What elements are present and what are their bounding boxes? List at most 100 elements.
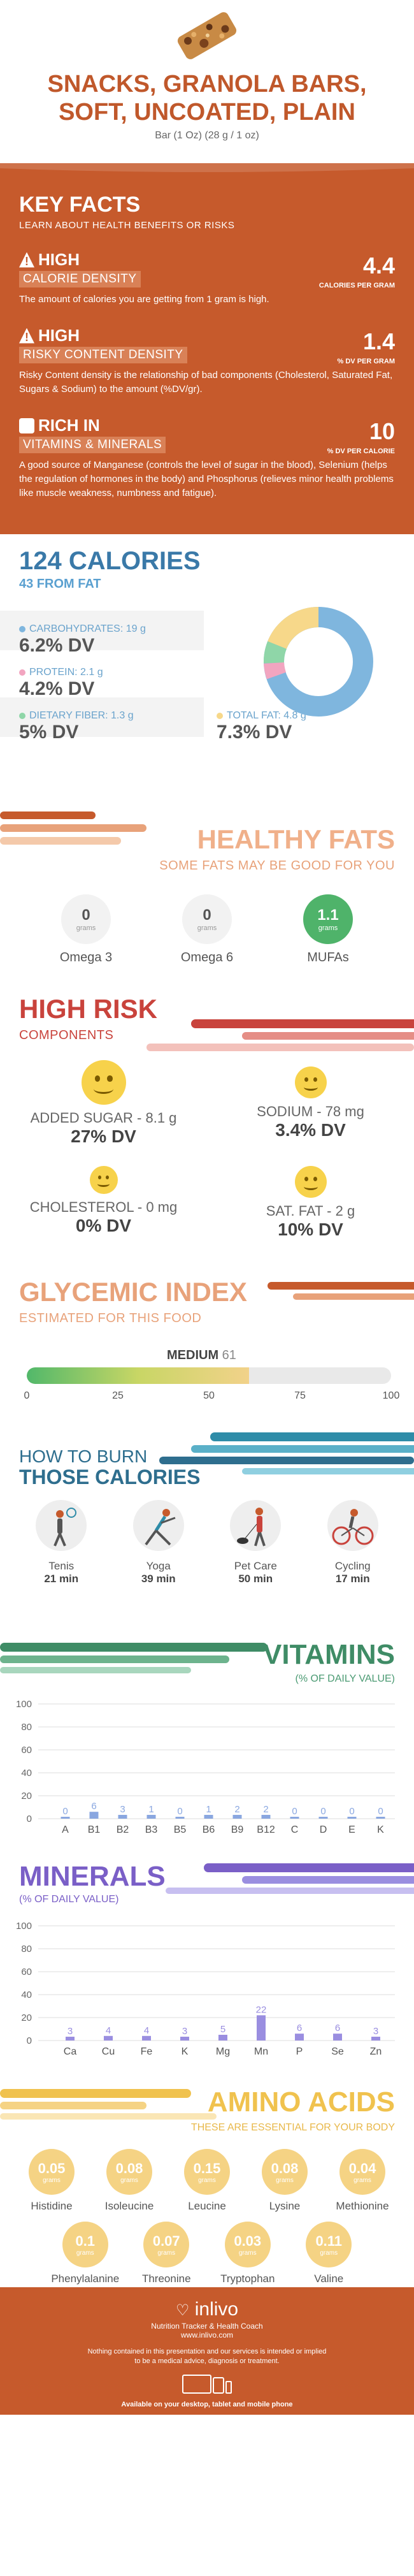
minerals-y-tick: 80: [21, 1944, 32, 1954]
minerals-y-tick: 0: [27, 2035, 32, 2046]
vitamins-bar-A: [61, 1817, 70, 1819]
infographic-page: SNACKS, GRANOLA BARS, SOFT, UNCOATED, PL…: [0, 4, 414, 2415]
amino-subtitle: THESE ARE ESSENTIAL FOR YOUR BODY: [190, 2122, 395, 2133]
grin-icon: [89, 1166, 118, 1194]
minerals-category-label: K: [182, 2046, 189, 2057]
protein-macro: PROTEIN: 2.1 g 4.2% DV: [19, 667, 103, 699]
risky-content-fact: ! HIGH RISKY CONTENT DENSITY 1.4% DV PER …: [19, 326, 395, 397]
vitamins-y-tick: 80: [21, 1722, 32, 1733]
fat-macro: TOTAL FAT: 4.8 g 7.3% DV: [217, 710, 306, 743]
macro-band: [0, 611, 204, 650]
vitamins-y-tick: 100: [16, 1699, 32, 1710]
healthy-fats-section: HEALTHY FATS SOME FATS MAY BE GOOD FOR Y…: [0, 805, 414, 990]
vitamins-bar-B3: [146, 1815, 156, 1819]
minerals-bar-Mn: [257, 2015, 266, 2041]
minerals-category-label: Se: [331, 2046, 344, 2057]
fact-description: A good source of Manganese (controls the…: [19, 460, 394, 498]
serving-size: Bar (1 Oz) (28 g / 1 oz): [155, 130, 259, 141]
vitamins-category-label: E: [348, 1824, 355, 1835]
amino-tryptophan: 0.03 grams Tryptophan: [213, 2222, 283, 2285]
minerals-category-label: P: [296, 2046, 303, 2057]
vitamins-title: VITAMINS: [263, 1639, 395, 1670]
footer: ♡ inlivo Nutrition Tracker & Health Coac…: [0, 2287, 414, 2415]
vitamins-bar-D: [318, 1817, 328, 1819]
high-risk-subtitle: COMPONENTS: [19, 1028, 114, 1042]
page-title: SNACKS, GRANOLA BARS, SOFT, UNCOATED, PL…: [47, 71, 367, 126]
footer-availability: Available on your desktop, tablet and mo…: [121, 2401, 293, 2408]
minerals-bar-Mg: [218, 2035, 227, 2041]
footer-site-link[interactable]: www.inlivo.com: [180, 2331, 234, 2340]
vitamins-value-label: 2: [263, 1804, 268, 1815]
added-sugar-cell: ADDED SUGAR - 8.1 g 27% DV: [0, 1060, 207, 1147]
vitamins-category-label: C: [291, 1824, 299, 1835]
vitamins-bar-B1: [89, 1812, 99, 1819]
gi-tick: 0: [24, 1390, 30, 1401]
vitamins-category-label: B9: [231, 1824, 244, 1835]
minerals-value-label: 3: [373, 2026, 378, 2037]
fats-stripe-decoration: [0, 811, 146, 845]
pet-care-icon: [230, 1500, 282, 1551]
carbs-dot-icon: [19, 626, 25, 632]
burn-calories-section: HOW TO BURN THOSE CALORIES Tenis 21 min …: [0, 1423, 414, 1634]
minerals-value-label: 4: [106, 2025, 111, 2036]
amino-histidine: 0.05 grams Histidine: [17, 2149, 87, 2213]
glycemic-level: MEDIUM 61: [167, 1348, 236, 1362]
vitamins-value-label: 0: [62, 1806, 68, 1817]
sat-fat-cell: SAT. FAT - 2 g 10% DV: [207, 1166, 414, 1240]
smiley-icon: [294, 1066, 327, 1098]
vitamins-value-label: 0: [349, 1806, 354, 1817]
fiber-dot-icon: [19, 713, 25, 719]
high-risk-section: HIGH RISK COMPONENTS ADDED SUGAR - 8.1 g…: [0, 990, 414, 1277]
top-wave-decoration: [0, 163, 414, 172]
vitamins-category-label: B5: [174, 1824, 187, 1835]
fact-value: 4.4 CALORIES PER GRAM: [318, 252, 395, 289]
minerals-y-tick: 40: [21, 1990, 32, 2000]
footer-tagline: Nutrition Tracker & Health Coach: [151, 2322, 263, 2331]
thumbs-up-icon: [19, 418, 34, 433]
cycling-icon: [327, 1500, 378, 1551]
minerals-bar-chart: 0 20 40 60 80 100 3 Ca 4 Cu 4 Fe 3 K 5 Mg 22 Mn 6 P 6 Se 3 Zn: [16, 1921, 395, 2057]
fiber-slice: [264, 641, 287, 664]
minerals-section: MINERALS (% OF DAILY VALUE) 0 20 40 60 80 100…: [0, 1844, 414, 2074]
vitamins-value-label: 0: [177, 1806, 182, 1817]
healthy-fats-subtitle: SOME FATS MAY BE GOOD FOR YOU: [159, 859, 395, 873]
minerals-bar-K: [180, 2037, 189, 2041]
amino-phenylalanine: 0.1 grams Phenylalanine: [50, 2222, 120, 2285]
activity-cycling: Cycling 17 min: [318, 1500, 388, 1585]
vitamins-category-label: A: [62, 1824, 69, 1835]
amino-threonine: 0.07 grams Threonine: [131, 2222, 201, 2285]
glycemic-bar: [27, 1367, 391, 1384]
burn-title-line2: THOSE CALORIES: [19, 1466, 201, 1488]
calories-from-fat: 43 FROM FAT: [19, 577, 101, 591]
fat-slice: [268, 607, 319, 650]
fact-tag: CALORIE DENSITY: [19, 271, 141, 287]
fact-tag: RISKY CONTENT DENSITY: [19, 347, 187, 363]
vitamins-category-label: B1: [88, 1824, 101, 1835]
key-facts-subtitle: LEARN ABOUT HEALTH BENEFITS OR RISKS: [19, 220, 235, 231]
vitamins-minerals-fact: RICH IN VITAMINS & MINERALS 10% DV PER C…: [19, 416, 395, 500]
minerals-subtitle: (% OF DAILY VALUE): [19, 1894, 119, 1905]
minerals-value-label: 5: [220, 2024, 225, 2035]
activity-yoga: Yoga 39 min: [124, 1500, 194, 1585]
vitamins-value-label: 0: [320, 1806, 325, 1817]
high-risk-title: HIGH RISK: [19, 994, 158, 1024]
vitamins-value-label: 0: [378, 1806, 383, 1817]
calorie-density-fact: ! HIGH CALORIE DENSITY 4.4 CALORIES PER GR…: [19, 250, 395, 307]
gi-tick: 75: [294, 1390, 306, 1401]
amino-lysine: 0.08 grams Lysine: [250, 2149, 320, 2213]
minerals-bar-Ca: [66, 2037, 75, 2041]
omega3-cell: 0 grams Omega 3: [45, 894, 127, 965]
vitamins-section: VITAMINS (% OF DAILY VALUE) 0 20 40 60 80 100…: [0, 1634, 414, 1844]
vitamins-category-label: B6: [203, 1824, 215, 1835]
smiley-icon: [81, 1060, 126, 1105]
vitamins-category-label: K: [377, 1824, 384, 1835]
burn-stripe-decoration: [159, 1432, 414, 1474]
risk-stripe-decoration: [146, 1019, 414, 1051]
footer-disclaimer: Nothing contained in this presentation a…: [87, 2348, 327, 2365]
fact-description: The amount of calories you are getting f…: [19, 294, 269, 305]
minerals-y-tick: 60: [21, 1967, 32, 1977]
vitamins-value-label: 2: [234, 1804, 239, 1815]
minerals-category-label: Zn: [370, 2046, 382, 2057]
cholesterol-cell: CHOLESTEROL - 0 mg 0% DV: [0, 1166, 207, 1240]
vitamins-subtitle: (% OF DAILY VALUE): [295, 1673, 395, 1684]
